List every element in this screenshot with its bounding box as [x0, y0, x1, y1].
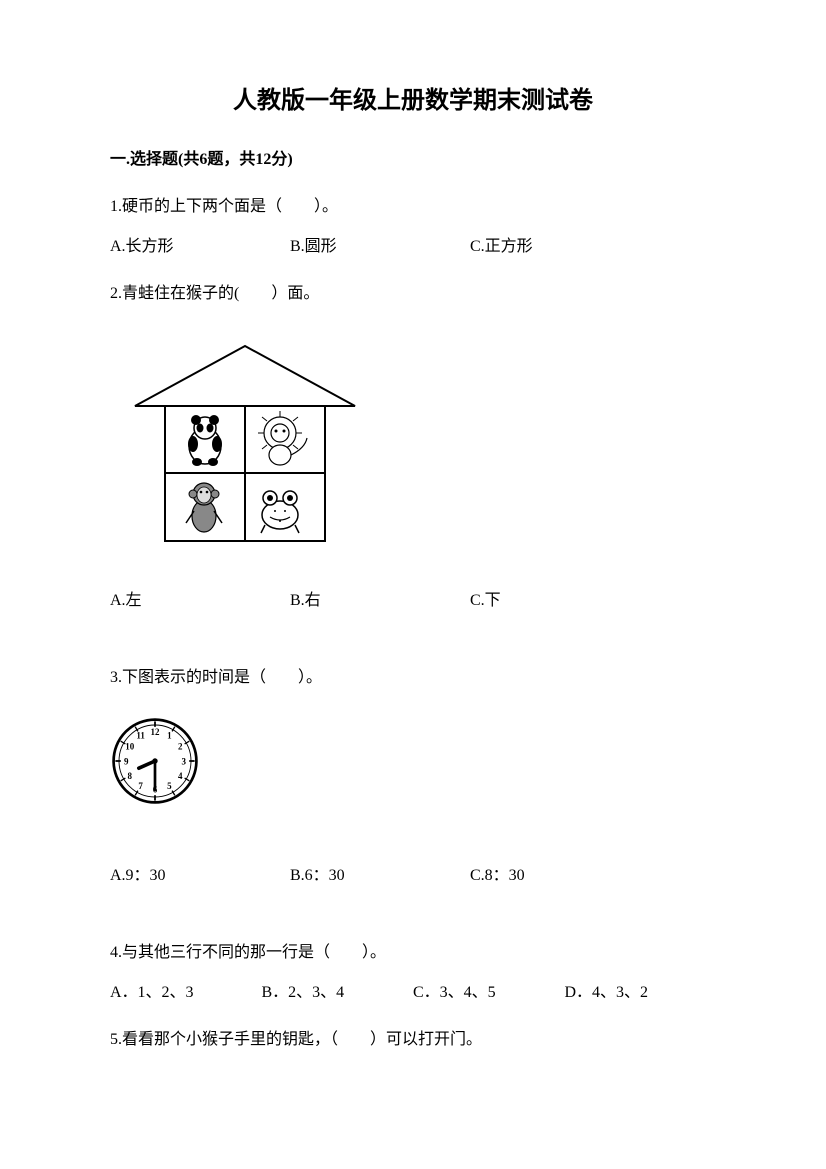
q1-options: A.长方形 B.圆形 C.正方形 — [110, 232, 716, 256]
q4-option-c: C．3、4、5 — [413, 978, 565, 1002]
exam-title: 人教版一年级上册数学期末测试卷 — [110, 80, 716, 115]
q2-option-c: C.下 — [470, 586, 650, 610]
q1-text: 1.硬币的上下两个面是（ ）。 — [110, 189, 716, 224]
svg-text:1: 1 — [167, 730, 172, 740]
q3-text: 3.下图表示的时间是（ ）。 — [110, 660, 716, 695]
q2-house-figure — [130, 341, 716, 556]
svg-text:4: 4 — [178, 771, 183, 781]
svg-text:2: 2 — [178, 741, 183, 751]
svg-text:5: 5 — [167, 780, 172, 790]
svg-text:8: 8 — [128, 771, 133, 781]
q2-text: 2.青蛙住在猴子的( ）面。 — [110, 276, 716, 311]
section-header: 一.选择题(共6题，共12分) — [110, 145, 716, 169]
q3-options: A.9：30 B.6：30 C.8：30 — [110, 861, 716, 885]
q2-option-b: B.右 — [290, 586, 470, 610]
q3-clock-figure: 12 1 2 3 4 5 6 7 8 9 10 11 — [110, 716, 716, 811]
q3-option-b: B.6：30 — [290, 861, 470, 885]
q1-option-c: C.正方形 — [470, 232, 650, 256]
q2-options: A.左 B.右 C.下 — [110, 586, 716, 610]
svg-text:3: 3 — [182, 756, 187, 766]
q3-option-a: A.9：30 — [110, 861, 290, 885]
q3-option-c: C.8：30 — [470, 861, 650, 885]
q2-option-a: A.左 — [110, 586, 290, 610]
q4-option-b: B．2、3、4 — [262, 978, 414, 1002]
q4-text: 4.与其他三行不同的那一行是（ ）。 — [110, 935, 716, 970]
svg-text:9: 9 — [124, 756, 129, 766]
svg-text:11: 11 — [136, 730, 145, 740]
q4-option-a: A．1、2、3 — [110, 978, 262, 1002]
q5-text: 5.看看那个小猴子手里的钥匙，（ ）可以打开门。 — [110, 1022, 716, 1057]
q4-options: A．1、2、3 B．2、3、4 C．3、4、5 D．4、3、2 — [110, 978, 716, 1002]
q4-option-d: D．4、3、2 — [565, 978, 717, 1002]
svg-text:7: 7 — [138, 780, 143, 790]
svg-text:12: 12 — [151, 726, 161, 736]
q1-option-b: B.圆形 — [290, 232, 470, 256]
svg-text:10: 10 — [125, 741, 135, 751]
q1-option-a: A.长方形 — [110, 232, 290, 256]
